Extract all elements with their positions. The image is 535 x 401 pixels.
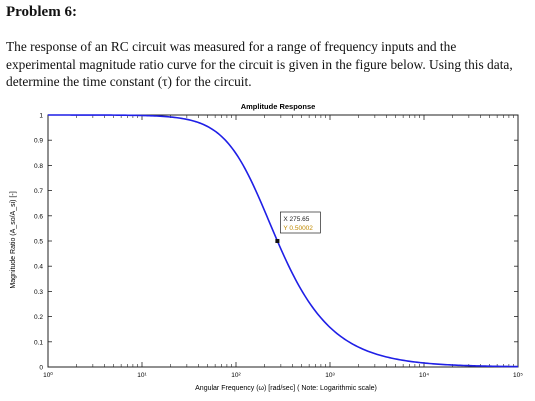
y-axis-label: Magnitude Ratio (A_so/A_si) [-] [10,191,17,288]
x-tick-label: 10⁰ [43,371,53,379]
x-tick-label: 10² [231,372,241,379]
chart-title: Amplitude Response [241,102,316,111]
y-tick-label: 0.2 [34,314,43,321]
y-tick-label: 1 [39,113,43,120]
y-tick-label: 0.1 [34,339,43,346]
x-tick-label: 10³ [325,372,335,379]
data-tip-y: Y 0.50002 [283,225,313,232]
plot-frame [47,114,519,368]
x-tick-label: 10⁴ [419,372,429,379]
y-tick-label: 0.7 [34,188,43,195]
magnitude-ratio-curve [47,114,519,368]
x-tick-label: 10¹ [137,372,147,379]
data-tip: X 275.65 Y 0.50002 [275,211,321,243]
problem-line-1: The response of an RC circuit was measur… [6,39,457,54]
data-tip-x: X 275.65 [283,216,309,223]
plot-axes [47,114,519,368]
problem-statement: The response of an RC circuit was measur… [6,38,528,91]
y-tick-label: 0 [39,365,43,372]
y-tick-label: 0.6 [34,213,43,220]
y-tick-label: 0.4 [34,264,43,271]
x-tick-label: 10⁵ [513,372,523,379]
y-tick-label: 0.9 [34,138,43,145]
data-tip-marker [275,238,280,243]
y-tick-label: 0.3 [34,289,43,296]
y-tick-label: 0.8 [34,163,43,170]
problem-line-2: experimental magnitude ratio curve for t… [6,56,513,72]
problem-heading: Problem 6: [6,4,77,20]
x-axis-label: Angular Frequency (ω) [rad/sec] ( Note: … [195,385,377,392]
problem-line-3: determine the time constant (τ) for the … [6,74,252,89]
y-tick-label: 0.5 [34,239,43,246]
axis-ticks: 0 0.1 0.2 0.3 0.4 0.5 0.6 0.7 0.8 0.9 1 10⁰ 10¹ 10² 10… [34,113,523,380]
data-tip-box [280,211,321,234]
